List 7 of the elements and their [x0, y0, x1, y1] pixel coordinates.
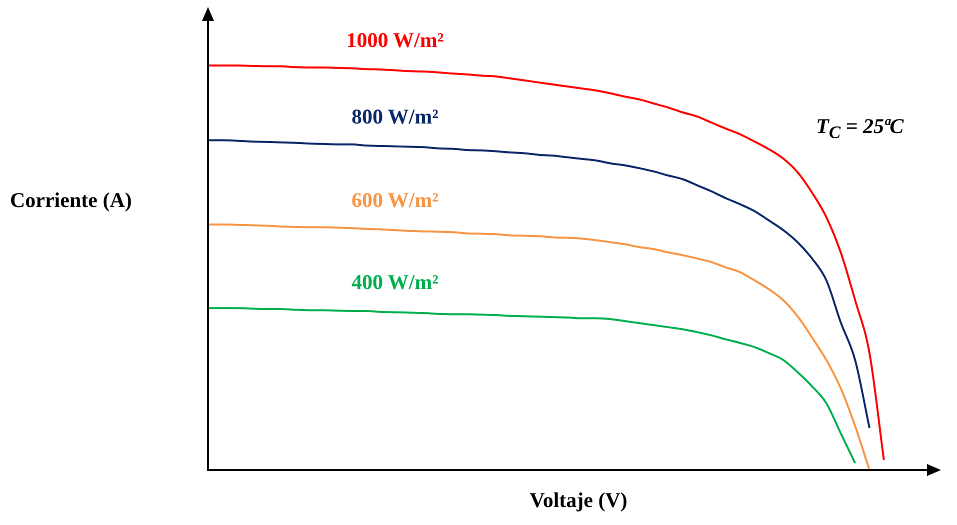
series-label: 600 W/m² — [351, 188, 438, 212]
series-label: 1000 W/m² — [346, 28, 444, 52]
x-axis-title: Voltaje (V) — [528, 488, 628, 513]
series-label: 400 W/m² — [351, 270, 438, 294]
annotation: T$_{C}$ = 25ªC — [816, 114, 904, 144]
y-axis-title: Corriente (A) — [10, 188, 132, 213]
series-label: 800 W/m² — [351, 104, 438, 128]
